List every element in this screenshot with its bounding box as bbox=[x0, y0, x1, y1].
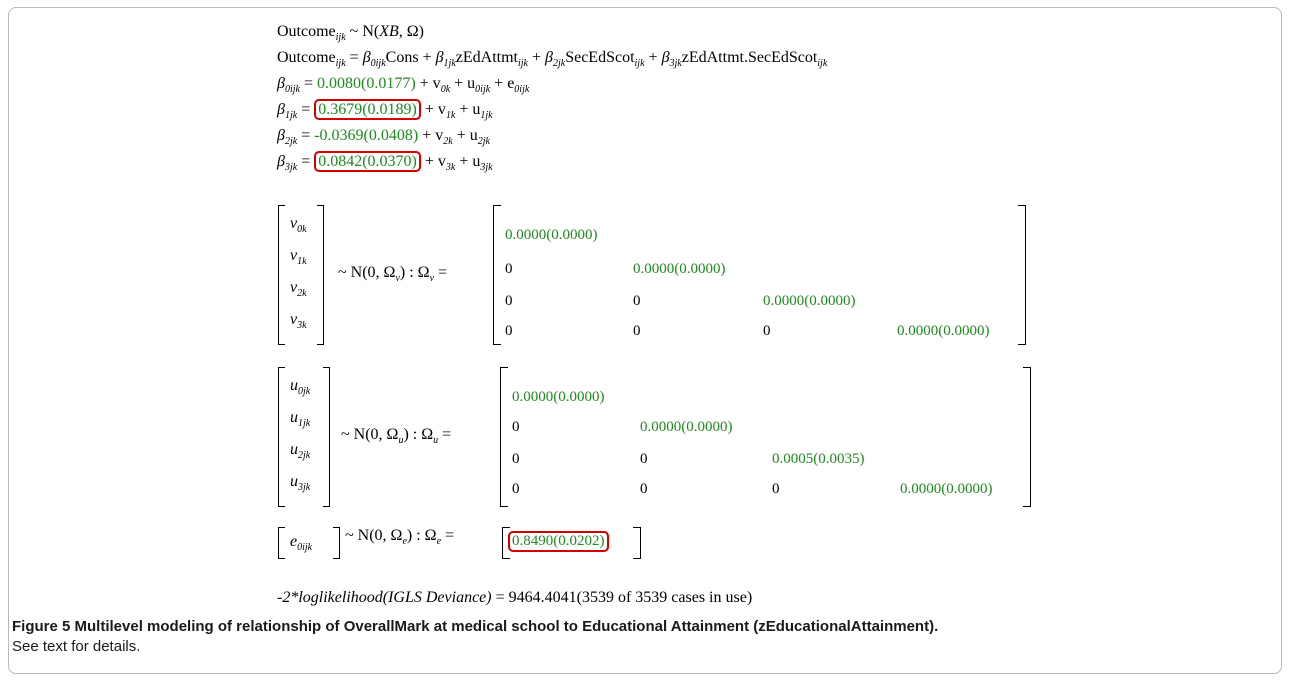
matrix-cell: 0.0000(0.0000) bbox=[640, 419, 733, 435]
beta1-equation: β1jk = 0.3679(0.0189) + v1k + u1jk bbox=[277, 99, 493, 121]
model-linear-predictor-line: Outcomeijk = β0ijkCons + β1jkzEdAttmtijk… bbox=[277, 49, 828, 69]
beta3-estimate-highlighted: 0.0842(0.0370) bbox=[314, 151, 421, 172]
u-distribution: ~ N(0, Ωu) : Ωu = bbox=[341, 426, 452, 446]
matrix-cell: 0.0000(0.0000) bbox=[900, 481, 993, 497]
e-distribution: ~ N(0, Ωe) : Ωe = bbox=[345, 527, 455, 547]
e-covariance-matrix: 0.8490(0.0202) bbox=[502, 527, 641, 559]
beta2-estimate: -0.0369(0.0408) bbox=[314, 127, 419, 144]
figure-caption: Figure 5 Multilevel modeling of relation… bbox=[12, 617, 1277, 657]
beta0-estimate: 0.0080(0.0177) bbox=[317, 75, 416, 92]
matrix-cell: 0 bbox=[640, 451, 648, 467]
figure-frame bbox=[8, 7, 1282, 674]
matrix-cell: 0 bbox=[512, 451, 520, 467]
matrix-cell: 0 bbox=[633, 293, 641, 309]
v-vector: v0k v1k v2k v3k bbox=[278, 205, 324, 345]
matrix-cell: 0.0000(0.0000) bbox=[897, 323, 990, 339]
v-distribution: ~ N(0, Ωv) : Ωv = bbox=[338, 264, 448, 284]
matrix-cell: 0.0000(0.0000) bbox=[763, 293, 856, 309]
caption-note: See text for details. bbox=[12, 638, 141, 655]
matrix-cell: 0 bbox=[763, 323, 771, 339]
v-covariance-matrix: 0.0000(0.0000) 0 0.0000(0.0000) 0 0 0.00… bbox=[493, 205, 1026, 345]
matrix-cell: 0 bbox=[640, 481, 648, 497]
u-covariance-matrix: 0.0000(0.0000) 0 0.0000(0.0000) 0 0 0.00… bbox=[500, 367, 1031, 507]
beta3-equation: β3jk = 0.0842(0.0370) + v3k + u3jk bbox=[277, 151, 493, 173]
matrix-cell: 0 bbox=[633, 323, 641, 339]
matrix-cell: 0 bbox=[512, 481, 520, 497]
u-vector: u0jk u1jk u2jk u3jk bbox=[278, 367, 330, 507]
matrix-cell: 0 bbox=[772, 481, 780, 497]
matrix-cell: 0 bbox=[512, 419, 520, 435]
beta2-equation: β2jk = -0.0369(0.0408) + v2k + u2jk bbox=[277, 127, 490, 147]
matrix-cell: 0 bbox=[505, 323, 513, 339]
matrix-cell: 0.0000(0.0000) bbox=[512, 389, 605, 405]
matrix-cell: 0.0000(0.0000) bbox=[633, 261, 726, 277]
deviance-line: -2*loglikelihood(IGLS Deviance) = 9464.4… bbox=[277, 589, 753, 606]
matrix-cell: 0 bbox=[505, 261, 513, 277]
e-vector: e0ijk bbox=[278, 527, 340, 559]
beta0-equation: β0ijk = 0.0080(0.0177) + v0k + u0ijk + e… bbox=[277, 75, 530, 95]
beta1-estimate-highlighted: 0.3679(0.0189) bbox=[314, 99, 421, 120]
matrix-cell: 0 bbox=[505, 293, 513, 309]
model-distribution-line: Outcomeijk ~ N(XB, Ω) bbox=[277, 23, 424, 43]
matrix-cell: 0.0005(0.0035) bbox=[772, 451, 865, 467]
caption-title: Figure 5 Multilevel modeling of relation… bbox=[12, 618, 939, 635]
matrix-cell: 0.0000(0.0000) bbox=[505, 227, 598, 243]
e-variance-estimate-highlighted: 0.8490(0.0202) bbox=[508, 531, 609, 552]
